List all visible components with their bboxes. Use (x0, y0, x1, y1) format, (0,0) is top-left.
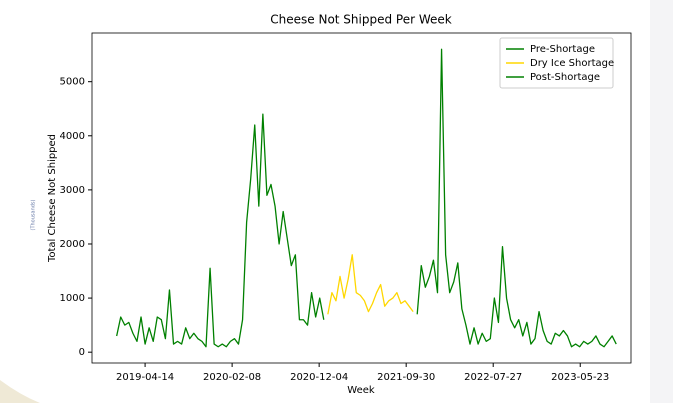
y-tick-label: 2000 (60, 239, 85, 250)
x-tick-label: 2020-02-08 (203, 372, 261, 383)
line (416, 48, 617, 348)
x-tick-label: 2021-09-30 (377, 372, 435, 383)
legend-box (499, 37, 614, 89)
annotation: (Thousands) (31, 199, 37, 230)
x-axis-label: Week (347, 385, 375, 396)
line (327, 254, 414, 315)
y-tick-label: 0 (79, 347, 85, 358)
plot-frame (91, 32, 632, 364)
x-tick-label: 2022-07-27 (464, 372, 522, 383)
legend-label: Pre-Shortage (530, 44, 595, 55)
y-tick-label: 3000 (60, 185, 85, 196)
y-tick-label: 5000 (60, 77, 85, 88)
decor (0, 380, 40, 403)
legend-label: Post-Shortage (530, 72, 600, 83)
x-tick-label: 2020-12-04 (290, 372, 348, 383)
x-tick-label: 2019-04-14 (116, 372, 174, 383)
line (116, 113, 325, 348)
y-tick-label: 4000 (60, 131, 85, 142)
y-axis-label: Total Cheese Not Shipped (47, 134, 58, 263)
y-tick-label: 1000 (60, 293, 85, 304)
chart-title: Cheese Not Shipped Per Week (270, 13, 452, 27)
x-tick-label: 2023-05-23 (551, 372, 609, 383)
legend-label: Dry Ice Shortage (530, 58, 614, 69)
plot: 0 1000 2000 3000 4000 5000 2019-04-14 2020-02-0… (60, 37, 617, 383)
